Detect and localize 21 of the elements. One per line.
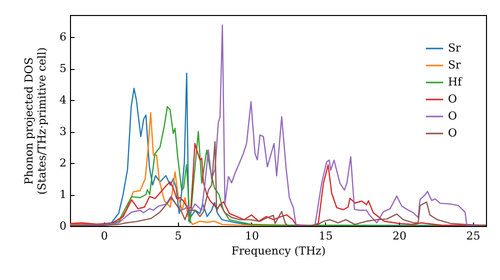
y-tick-label: 4 xyxy=(60,94,66,107)
legend-label: Sr xyxy=(448,58,462,72)
y-tick-label: 5 xyxy=(60,62,66,76)
y-tick-label: 2 xyxy=(60,156,66,170)
y-axis-title: Phonon projected DOS (States/THz·primitive cell) xyxy=(22,47,48,195)
y-tick-label: 0 xyxy=(60,220,66,232)
y-tick-label: 1 xyxy=(60,188,66,202)
legend-label: O xyxy=(448,92,458,106)
legend-label: Sr xyxy=(448,42,462,54)
x-tick-label: 20 xyxy=(392,230,406,242)
x-tick-label: 0 xyxy=(100,230,108,242)
y-tick-label: 3 xyxy=(60,125,66,138)
x-tick-label: 10 xyxy=(244,230,259,242)
x-tick-label: 5 xyxy=(174,230,182,242)
x-axis-title: Frequency (THz) xyxy=(231,244,326,258)
legend-label: O xyxy=(448,110,458,122)
legend-label: Hf xyxy=(448,76,463,88)
x-tick-label: 25 xyxy=(466,230,480,242)
legend-label: O xyxy=(448,126,458,140)
x-tick-label: 15 xyxy=(318,230,333,242)
y-tick-label: 6 xyxy=(60,30,66,44)
